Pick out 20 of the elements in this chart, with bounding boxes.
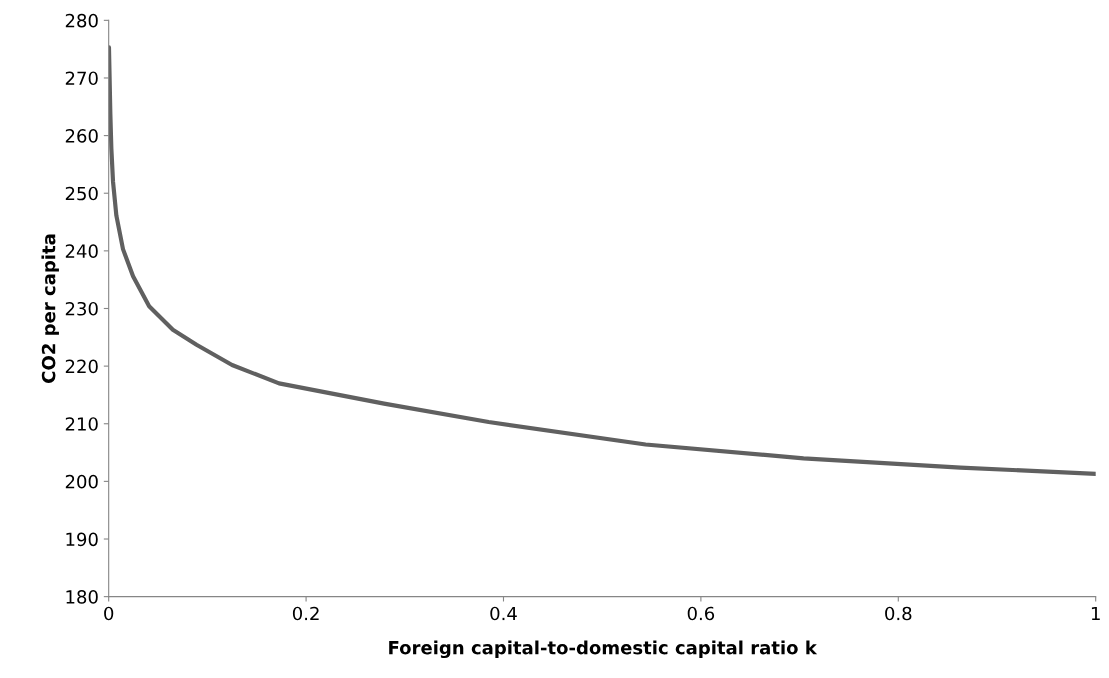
y-tick-label: 280 bbox=[65, 13, 98, 28]
x-tick-label: 0.6 bbox=[687, 606, 715, 621]
x-tick-label: 0.8 bbox=[885, 606, 912, 621]
y-tick-label: 190 bbox=[66, 532, 98, 547]
y-tick-label: 180 bbox=[66, 590, 98, 604]
x-tick-label: 0 bbox=[104, 606, 114, 621]
y-tick-label: 200 bbox=[65, 474, 98, 489]
y-axis-title: CO2 per capita bbox=[41, 234, 59, 383]
y-tick-label: 210 bbox=[65, 417, 98, 431]
x-tick-label: 1 bbox=[1091, 606, 1100, 621]
y-tick-label: 270 bbox=[65, 71, 98, 86]
y-tick-label: 250 bbox=[65, 186, 98, 201]
x-tick-label: 0.2 bbox=[292, 606, 319, 621]
y-tick-label: 220 bbox=[65, 359, 98, 374]
y-tick-label: 230 bbox=[65, 301, 98, 316]
x-axis-title: Foreign capital-to-domestic capital ratio k bbox=[389, 640, 818, 659]
y-tick-label: 260 bbox=[65, 129, 98, 143]
x-tick-label: 0.4 bbox=[490, 606, 517, 621]
y-tick-label: 240 bbox=[65, 244, 98, 258]
line-series bbox=[108, 45, 1096, 476]
